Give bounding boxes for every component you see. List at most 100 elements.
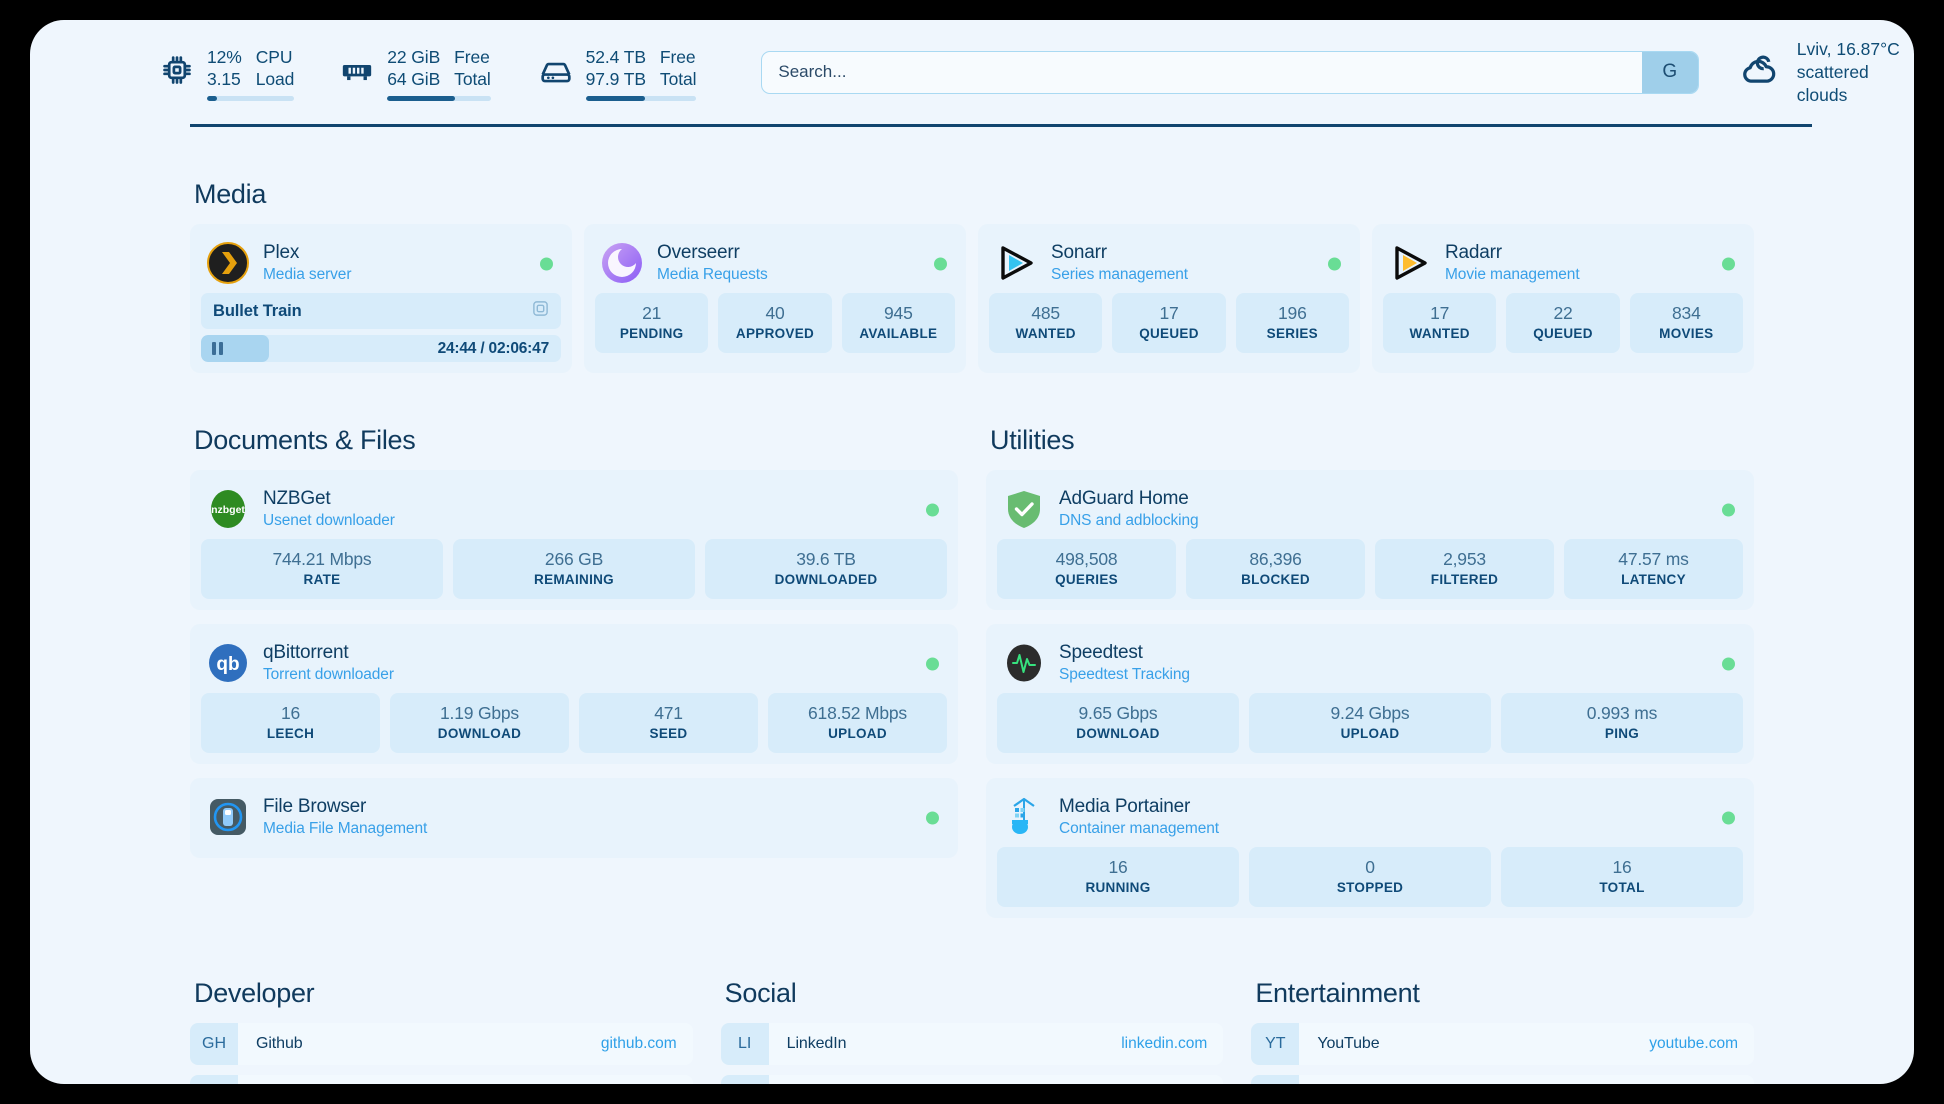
stat-tile[interactable]: 16 LEECH <box>201 693 380 753</box>
stat-tile[interactable]: 9.65 Gbps DOWNLOAD <box>997 693 1239 753</box>
disk-label-bottom: Total <box>659 68 697 89</box>
search-input[interactable] <box>762 51 1642 93</box>
stat-value: 834 <box>1672 303 1701 323</box>
stat-tile[interactable]: 40 APPROVED <box>718 293 832 353</box>
stat-tile[interactable]: 17 WANTED <box>1383 293 1497 353</box>
stat-tile[interactable]: 266 GB REMAINING <box>453 539 695 599</box>
service-card-sonarr[interactable]: Sonarr Series management 485 WANTED 17 QUEUED… <box>978 224 1360 373</box>
stat-row: 498,508 QUERIES 86,396 BLOCKED 2,953 FILTERED… <box>997 539 1743 599</box>
app-description: DNS and adblocking <box>1059 512 1199 529</box>
service-card-nzbget[interactable]: nzbget NZBGet Usenet downloader 744.21 Mbps… <box>190 470 958 610</box>
stat-value: 266 GB <box>544 549 604 569</box>
nzbget-icon: nzbget <box>207 488 249 530</box>
app-description: Media server <box>263 266 352 283</box>
bookmark-list: LI LinkedIn linkedin.com TWTwittertwitter.c… <box>720 1023 1224 1084</box>
card-header[interactable]: Overseerr Media Requests <box>595 235 955 293</box>
app-description: Speedtest Tracking <box>1059 666 1190 683</box>
stat-value: 40 <box>765 303 785 323</box>
bookmark-list: YT YouTube youtube.com NFNetflixnetflix.com… <box>1251 1023 1755 1084</box>
service-card-radarr[interactable]: Radarr Movie management 17 WANTED 22 QUEUED 83… <box>1372 224 1754 373</box>
stat-tile[interactable]: 16 RUNNING <box>997 847 1239 907</box>
stat-value: 0 <box>1365 857 1375 877</box>
stat-tile[interactable]: 47.57 ms LATENCY <box>1564 539 1743 599</box>
bookmark-item[interactable]: LI LinkedIn linkedin.com <box>720 1023 1224 1065</box>
stat-tile[interactable]: 16 TOTAL <box>1501 847 1743 907</box>
bookmark-item[interactable]: TWTwittertwitter.com <box>720 1075 1224 1084</box>
stat-tile[interactable]: 22 QUEUED <box>1506 293 1620 353</box>
card-header[interactable]: Plex Media server <box>201 235 561 293</box>
stat-value: 39.6 TB <box>796 549 856 569</box>
stat-tile[interactable]: 744.21 Mbps RATE <box>201 539 443 599</box>
stat-tile[interactable]: 485 WANTED <box>989 293 1103 353</box>
service-card-adguard-home[interactable]: AdGuard Home DNS and adblocking 498,508 QUE… <box>986 470 1754 610</box>
service-card-file-browser[interactable]: File Browser Media File Management <box>190 778 958 858</box>
stat-tile[interactable]: 945 AVAILABLE <box>841 293 955 353</box>
stat-label: QUEUED <box>1533 326 1593 341</box>
status-badge <box>1722 657 1735 671</box>
stat-tile[interactable]: 2,953 FILTERED <box>1375 539 1554 599</box>
weather-condition: scattered clouds <box>1796 61 1869 105</box>
stat-value: 0.993 ms <box>1586 703 1658 723</box>
stat-tile[interactable]: 9.24 Gbps UPLOAD <box>1249 693 1491 753</box>
stat-row: 744.21 Mbps RATE 266 GB REMAINING 39.6 TB DOW… <box>201 539 947 599</box>
memory-usage-bar <box>387 95 491 101</box>
stat-tile[interactable]: 86,396 BLOCKED <box>1186 539 1365 599</box>
stat-row: 485 WANTED 17 QUEUED 196 SERIES <box>989 293 1349 353</box>
bookmark-abbreviation: NF <box>1251 1075 1300 1084</box>
service-card-speedtest[interactable]: Speedtest Speedtest Tracking 9.65 Gbps DOWN… <box>986 624 1754 764</box>
disk-subvalue: 97.9 TB <box>585 68 646 89</box>
card-header[interactable]: Speedtest Speedtest Tracking <box>997 635 1743 693</box>
cpu-value: 12% <box>207 46 242 67</box>
service-card-plex[interactable]: Plex Media server Bullet Train 24:44 / 02:0… <box>190 224 572 373</box>
stat-tile[interactable]: 39.6 TB DOWNLOADED <box>705 539 947 599</box>
card-header[interactable]: File Browser Media File Management <box>201 789 947 847</box>
stat-value: 9.24 Gbps <box>1330 703 1410 723</box>
stat-tile[interactable]: 471 SEED <box>579 693 758 753</box>
stat-value: 86,396 <box>1249 549 1302 569</box>
service-card-qbittorrent[interactable]: qb qBittorrent Torrent downloader 16 LEECH 1.… <box>190 624 958 764</box>
stat-label: DOWNLOAD <box>437 726 522 741</box>
stat-value: 498,508 <box>1055 549 1118 569</box>
pause-button[interactable] <box>212 342 223 355</box>
stat-label: QUERIES <box>1055 572 1118 587</box>
qbittorrent-icon: qb <box>207 642 249 684</box>
service-card-media-portainer[interactable]: Media Portainer Container management 16 RUN… <box>986 778 1754 918</box>
stat-value: 485 <box>1031 303 1060 323</box>
stat-label: FILTERED <box>1430 572 1499 587</box>
bookmark-item[interactable]: GH Github github.com <box>190 1023 693 1065</box>
section-title-documents: Documents & Files <box>194 425 416 455</box>
stat-row: 9.65 Gbps DOWNLOAD 9.24 Gbps UPLOAD 0.993 ms… <box>997 693 1743 753</box>
bookmark-item[interactable]: NFNetflixnetflix.com <box>1251 1075 1755 1084</box>
cpu-label-bottom: Load <box>255 68 295 89</box>
search-engine-button[interactable]: G <box>1641 51 1698 93</box>
stat-tile[interactable]: 0 STOPPED <box>1249 847 1491 907</box>
stat-label: UPLOAD <box>828 726 887 741</box>
stat-tile[interactable]: 834 MOVIES <box>1629 293 1743 353</box>
stat-tile[interactable]: 1.19 Gbps DOWNLOAD <box>390 693 569 753</box>
bookmark-item[interactable]: YT YouTube youtube.com <box>1251 1023 1755 1065</box>
service-card-overseerr[interactable]: Overseerr Media Requests 21 PENDING 40 APPROV… <box>584 224 966 373</box>
card-header[interactable]: qb qBittorrent Torrent downloader <box>201 635 947 693</box>
filebrowser-icon <box>207 796 249 838</box>
card-header[interactable]: AdGuard Home DNS and adblocking <box>997 481 1743 539</box>
card-header[interactable]: nzbget NZBGet Usenet downloader <box>201 481 947 539</box>
search-bar[interactable]: G <box>761 50 1699 94</box>
bookmark-item[interactable]: SOStackOverflowstackoverflow.com <box>190 1075 693 1084</box>
stat-tile[interactable]: 618.52 Mbps UPLOAD <box>768 693 947 753</box>
card-header[interactable]: Media Portainer Container management <box>997 789 1743 847</box>
dashboard-page: 12% 3.15 CPU Load <box>30 20 1914 1084</box>
stat-value: 2,953 <box>1443 549 1486 569</box>
stat-tile[interactable]: 17 QUEUED <box>1112 293 1226 353</box>
stat-tile[interactable]: 498,508 QUERIES <box>997 539 1176 599</box>
playback-progress-bar[interactable]: 24:44 / 02:06:47 <box>201 335 561 362</box>
stat-tile[interactable]: 196 SERIES <box>1235 293 1349 353</box>
stat-tile[interactable]: 21 PENDING <box>595 293 709 353</box>
stat-label: QUEUED <box>1139 326 1199 341</box>
now-playing-title-bar[interactable]: Bullet Train <box>201 293 561 329</box>
app-name: Plex <box>263 242 300 263</box>
card-header[interactable]: Radarr Movie management <box>1383 235 1743 293</box>
stat-tile[interactable]: 0.993 ms PING <box>1501 693 1743 753</box>
disk-usage-bar <box>585 95 697 101</box>
card-header[interactable]: Sonarr Series management <box>989 235 1349 293</box>
stat-value: 744.21 Mbps <box>272 549 372 569</box>
